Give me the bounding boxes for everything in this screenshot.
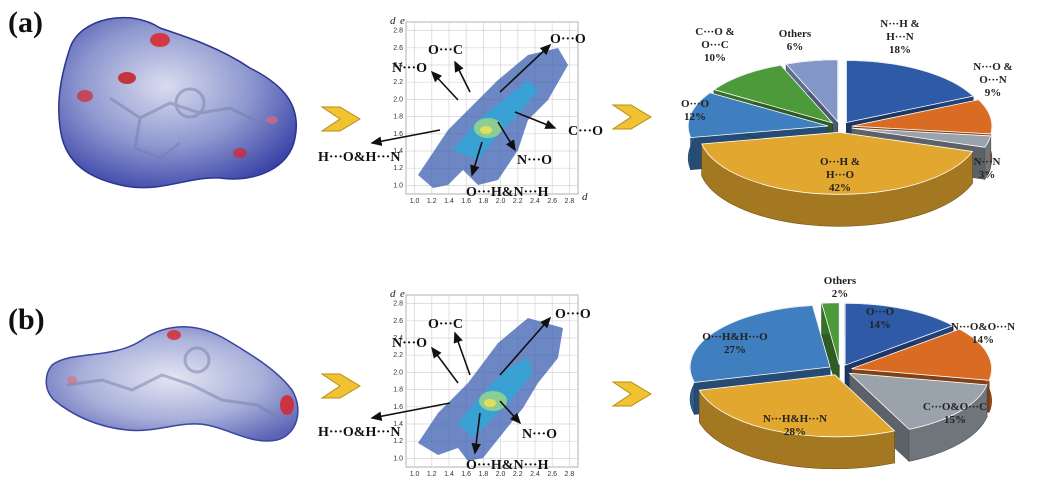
panel-label-a: (a): [8, 6, 43, 39]
fingerprint-plot-b: 1.0 1.0 1.2 1.2 1.4 1.4 1.6 1.6 1.8 1.8 2.0 2.0 2.2 2…: [390, 288, 579, 478]
pie-slice-label: C···O&O···C 15%: [923, 401, 987, 426]
pie-slice-label: Others 2%: [824, 275, 857, 300]
y-tick-label-b: 2.6: [393, 318, 403, 325]
y-tick-label-b: 1.8: [393, 387, 403, 394]
y-tick-label-a: 2.0: [393, 96, 403, 103]
fingerprint-axis-sub-y-b: e: [400, 288, 405, 300]
y-tick-label-b: 1.2: [393, 438, 403, 445]
pie-slice-label: N···O&O···N 14%: [951, 321, 1015, 346]
x-tick-label-b: 1.6: [461, 471, 471, 478]
x-tick-label-a: 1.6: [461, 198, 471, 205]
y-tick-label-a: 2.4: [393, 62, 403, 69]
x-tick-label-a: 2.6: [547, 198, 557, 205]
x-tick-label-b: 2.2: [513, 471, 523, 478]
y-tick-label-b: 2.2: [393, 352, 403, 359]
x-tick-label-a: 2.2: [513, 198, 523, 205]
y-tick-label-b: 1.6: [393, 404, 403, 411]
pie-slice: [698, 374, 896, 470]
x-tick-label-b: 1.2: [427, 471, 437, 478]
y-tick-label-b: 2.0: [393, 369, 403, 376]
fp-label-no2-a: N···O: [517, 153, 552, 168]
y-tick-label-b: 2.4: [393, 335, 403, 342]
y-tick-label-a: 2.6: [393, 45, 403, 52]
x-tick-label-a: 2.4: [530, 198, 540, 205]
pie-slice-label: O···H & H···O 42%: [820, 156, 860, 194]
y-tick-label-a: 1.8: [393, 114, 403, 121]
pie-slice-label: Others 6%: [779, 28, 812, 53]
pie-slice: [701, 131, 974, 227]
fp-label-no-b: N···O: [392, 336, 427, 351]
y-tick-label-a: 2.2: [393, 79, 403, 86]
x-tick-label-a: 2.0: [496, 198, 506, 205]
fp-label-oc-b: O···C: [428, 317, 463, 332]
arrow-icon-a-left: [320, 106, 361, 132]
y-tick-label-b: 2.8: [393, 301, 403, 308]
y-tick-label-a: 1.2: [393, 165, 403, 172]
fp-label-ohnh-a: O···H&N···H: [466, 185, 549, 200]
x-tick-label-b: 1.8: [479, 471, 489, 478]
hirshfeld-surface-a: [58, 16, 298, 189]
x-tick-label-b: 2.0: [496, 471, 506, 478]
fp-label-hon-a: H···O&H···N: [318, 150, 400, 165]
fingerprint-annotations-b: O···C O···O N···O H···O&H···N N···O O···…: [318, 307, 591, 473]
pie-slice-label: N···H&H···N 28%: [763, 413, 827, 438]
fp-label-oo-b: O···O: [555, 307, 591, 322]
fingerprint-axis-symbol-y-a: d: [390, 15, 396, 27]
y-tick-label-a: 1.0: [393, 182, 403, 189]
fingerprint-axis-sub-y-a: e: [400, 15, 405, 27]
pie-slice-label: N···O & O···N 9%: [973, 61, 1012, 99]
x-tick-label-b: 1.4: [444, 471, 454, 478]
x-tick-label-b: 2.8: [565, 471, 575, 478]
hirshfeld-surface-b: [45, 326, 299, 442]
arrow-icon-a-right: [611, 104, 652, 130]
fp-label-co-a: C···O: [568, 124, 603, 139]
fp-label-no-a: N···O: [392, 61, 427, 76]
pie-slice-label: O···O 14%: [866, 306, 895, 331]
fingerprint-cloud-a: [418, 48, 568, 188]
pie-slice-label: O···H&H···O 27%: [702, 331, 768, 356]
x-tick-label-a: 2.8: [565, 198, 575, 205]
fp-label-hon-b: H···O&H···N: [318, 425, 400, 440]
fingerprint-annotations-a: O···C O···O N···O C···O H···O&H···N N···…: [318, 32, 603, 200]
pie-slice-label: N···N 3%: [974, 156, 1001, 181]
pie-slice-label: N···H & H···N 18%: [880, 18, 919, 56]
fp-label-no2-b: N···O: [522, 427, 557, 442]
arrow-icon-b-right: [611, 381, 652, 407]
pie-chart-b: O···O 14% N···O&O···N 14% C···O&O···C 15% N···…: [689, 275, 1015, 470]
fp-label-ohnh-b: O···H&N···H: [466, 458, 549, 473]
fingerprint-axis-symbol-x-a: d: [582, 191, 588, 203]
pie-slice-label: O···O 12%: [681, 98, 710, 123]
pie-slice: [821, 302, 840, 397]
y-tick-label-a: 1.6: [393, 131, 403, 138]
x-tick-label-a: 1.4: [444, 198, 454, 205]
fingerprint-axis-symbol-y-b: d: [390, 288, 396, 300]
fp-label-oo-a: O···O: [550, 32, 586, 47]
fp-label-oc-a: O···C: [428, 43, 463, 58]
x-tick-label-a: 1.0: [410, 198, 420, 205]
x-tick-label-a: 1.2: [427, 198, 437, 205]
arrow-icon-b-left: [320, 373, 361, 399]
y-tick-label-b: 1.4: [393, 421, 403, 428]
panel-label-b: (b): [8, 303, 45, 336]
x-tick-label-b: 1.0: [410, 471, 420, 478]
fingerprint-cloud-b: [418, 318, 563, 461]
y-tick-label-a: 2.8: [393, 28, 403, 35]
x-tick-label-a: 1.8: [479, 198, 489, 205]
pie-slice-label: C···O & O···C 10%: [695, 26, 734, 64]
y-tick-label-b: 1.0: [393, 455, 403, 462]
pie-chart-a: N···H & H···N 18% N···O & O···N 9% N···N 3% O···…: [681, 18, 1013, 227]
x-tick-label-b: 2.4: [530, 471, 540, 478]
y-tick-label-a: 1.4: [393, 148, 403, 155]
x-tick-label-b: 2.6: [547, 471, 557, 478]
